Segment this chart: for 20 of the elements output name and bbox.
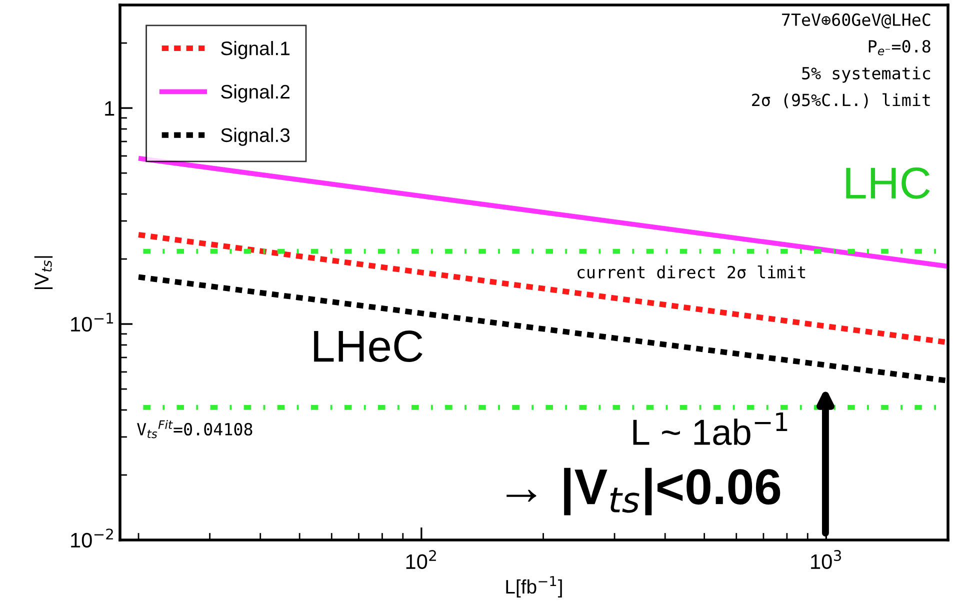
x-tick-label: 10$^{2}$ [406,550,436,570]
legend-label: Signal.1 [221,40,290,60]
annotation: → |V$_{ts}$|<0.06 [506,468,780,516]
annotation: 2σ (95%C.L.) limit [752,93,930,108]
annotation: LHC [846,167,930,199]
legend-label: Signal.3 [221,128,290,146]
y-tick-label: 1 [105,101,114,116]
x-tick-label: 10$^{3}$ [811,550,841,570]
annotation: 7TeV⊕60GeV@LHeC [782,13,930,28]
y-tick-label: 10$^{−2}$ [71,528,113,548]
annotation: LHeC [314,330,422,362]
annotation: 5% systematic [802,66,930,83]
y-tick-label: 10$^{−1}$ [71,312,114,332]
annotation: L ~ 1ab$^{−1}$ [633,412,788,446]
x-axis-title: L[fb$^{−1}$] [506,576,562,598]
y-axis-title: |V$_{ts}$| [34,256,53,289]
annotation: P$_{e⁻}$=0.8 [868,40,930,56]
ref-line-label: V$_{ts}$$^{Fit}$=0.04108 [137,420,252,438]
legend-label: Signal.2 [221,84,290,103]
ref-line-label: current direct 2σ limit [578,265,806,278]
